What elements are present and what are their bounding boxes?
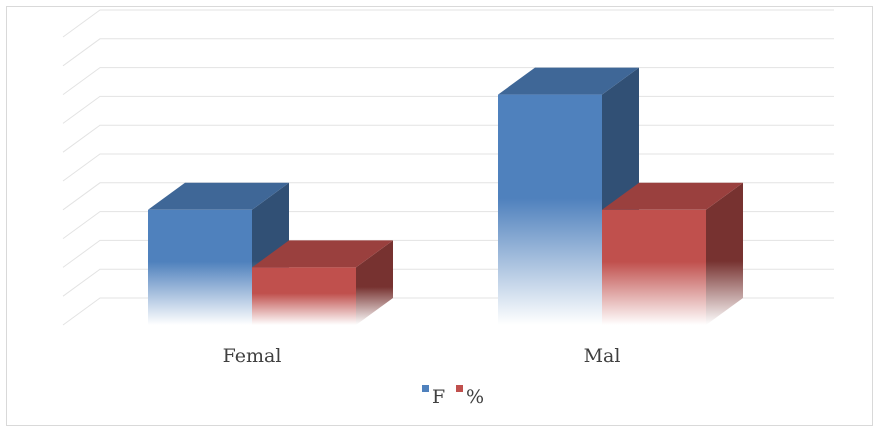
bar-front-face: [602, 209, 706, 325]
bar-top-face: [602, 182, 743, 210]
bar-chart: Femal Mal F %: [62, 9, 834, 408]
bar-percent-femal: [252, 240, 393, 325]
bar-top-face: [498, 67, 639, 95]
bar-top-face: [148, 182, 289, 210]
bar-front-face: [148, 209, 252, 325]
legend-label-f: F: [432, 386, 445, 408]
legend: F %: [422, 385, 484, 408]
bar-top-face: [252, 240, 393, 268]
bar-front-face: [252, 267, 356, 325]
bar-percent-mal: [602, 182, 743, 325]
legend-swatch-f: [422, 385, 429, 392]
gridline: [62, 67, 834, 96]
gridline: [62, 9, 834, 38]
bar-side-face: [706, 182, 743, 325]
category-label-femal: Femal: [223, 345, 282, 367]
gridline: [62, 95, 834, 124]
bar-side-face: [356, 240, 393, 325]
legend-label-percent: %: [466, 386, 484, 408]
legend-swatch-percent: [456, 385, 463, 392]
category-labels: Femal Mal: [223, 345, 621, 367]
bar-front-face: [498, 94, 602, 325]
gridline: [62, 38, 834, 67]
bars-group: [148, 67, 743, 325]
gridline: [62, 153, 834, 182]
category-label-mal: Mal: [584, 345, 621, 367]
gridline: [62, 124, 834, 153]
